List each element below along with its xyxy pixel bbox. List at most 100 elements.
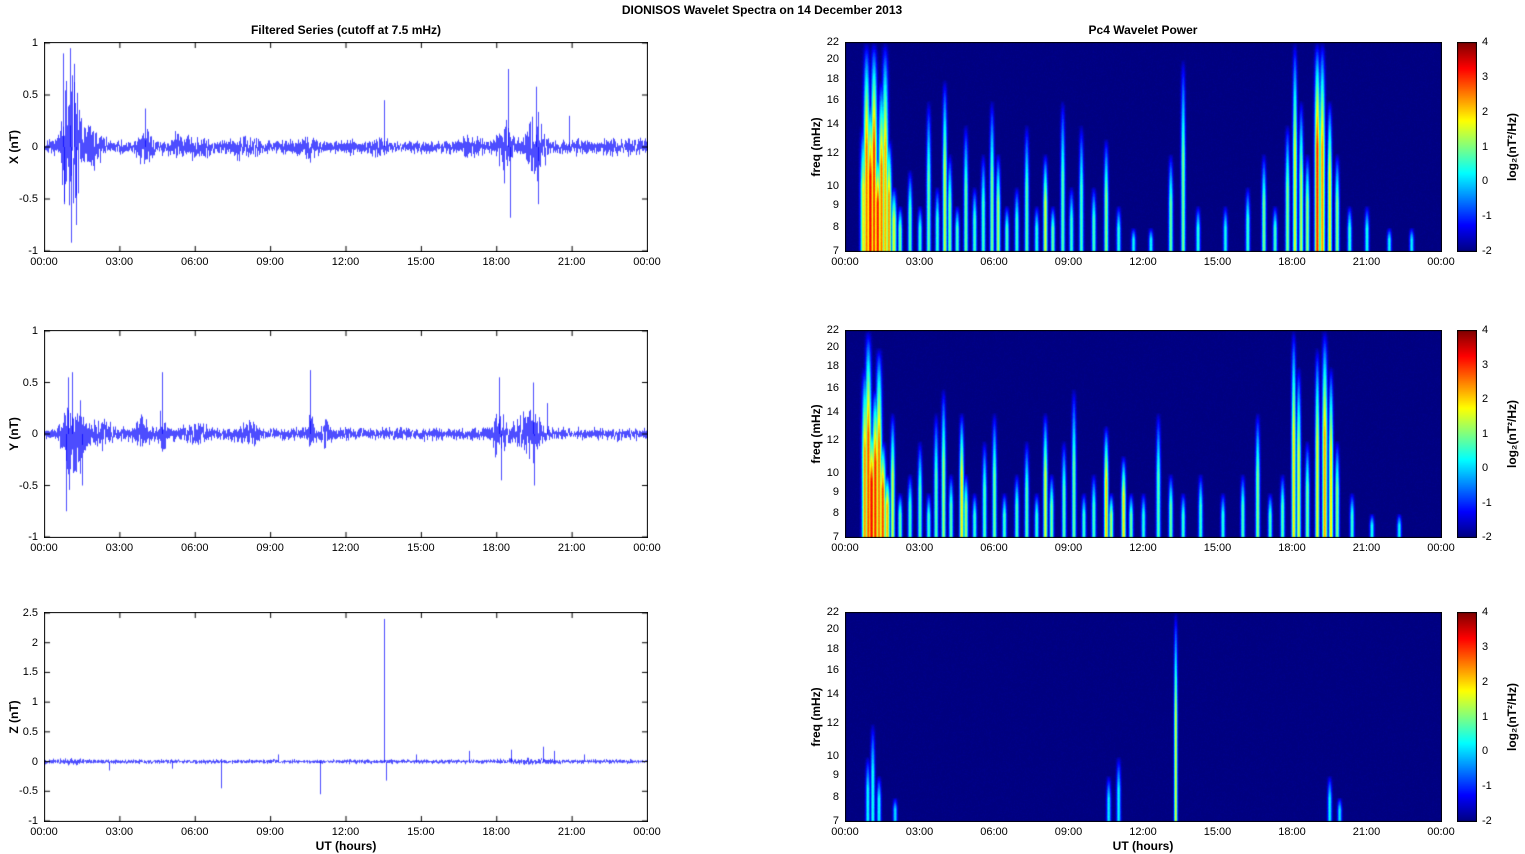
tick-label: 21:00 [1352,826,1381,838]
tick-label: 22 [826,606,839,618]
tick-label: 3 [1482,640,1489,653]
tick-label: 09:00 [1054,542,1083,554]
tick-label: 00:00 [30,542,58,554]
xlabel-right: UT (hours) [1112,839,1174,853]
tick-label: 18 [826,360,839,373]
y-wavelet-spectrogram [845,330,1442,538]
tick-label: 14 [826,688,839,701]
tick-label: 00:00 [30,256,58,268]
tick-label: 12 [826,716,839,729]
tick-label: 9 [832,199,839,212]
tick-label: -0.5 [19,785,38,798]
tick-label: 4 [1482,606,1489,618]
colorbar-label-1: log₂(nT²/Hz) [1505,113,1519,181]
tick-label: 1 [1482,427,1489,440]
tick-label: 4 [1482,36,1489,48]
tick-label: 2 [31,636,38,649]
tick-label: 18:00 [1278,542,1306,554]
tick-label: 16 [826,664,839,677]
tick-label: 15:00 [1203,542,1232,554]
tick-label: 15:00 [407,542,435,554]
tick-label: -1 [1482,210,1492,223]
freq-ylabel-1: freq (mHz) [809,117,823,177]
tick-label: 09:00 [1054,256,1083,268]
tick-label: 12 [826,433,839,446]
tick-label: 00:00 [831,256,859,268]
tick-label: 10 [826,749,839,762]
tick-label: 21:00 [557,256,586,268]
tick-label: 09:00 [256,826,284,838]
tick-label: 7 [832,815,839,827]
tick-label: 7 [832,531,839,543]
tick-label: 0 [31,428,38,440]
tick-label: 20 [826,53,839,66]
tick-label: 12:00 [331,826,360,838]
tick-label: 3 [1482,70,1489,83]
tick-label: 18:00 [482,256,511,268]
tick-label: 0 [1482,462,1489,474]
tick-label: 3 [1482,358,1489,371]
tick-label: 18 [826,72,839,85]
tick-label: -0.5 [19,193,38,205]
tick-label: 00:00 [1427,542,1455,554]
tick-label: 15:00 [1203,256,1232,268]
tick-label: 12:00 [1129,542,1157,554]
tick-label: 21:00 [557,542,586,554]
tick-label: 21:00 [1352,542,1381,554]
tick-label: 12:00 [1129,256,1157,268]
tick-label: 0 [31,755,38,768]
tick-label: 09:00 [256,256,284,268]
x-series-plot [44,42,648,252]
tick-label: 00:00 [1427,826,1455,838]
tick-label: 20 [826,341,839,354]
tick-label: 03:00 [905,256,934,268]
tick-label: 00:00 [633,256,661,268]
tick-label: 10 [826,466,839,479]
colorbar-label-2: log₂(nT²/Hz) [1505,400,1519,468]
tick-label: 0 [1482,175,1489,188]
tick-label: 15:00 [407,826,435,838]
tick-label: 03:00 [905,826,934,838]
tick-label: -1 [28,245,38,257]
tick-label: 1 [31,325,38,337]
tick-label: 1 [1482,710,1489,723]
tick-label: 8 [832,220,839,233]
tick-label: 2 [1482,393,1489,405]
tick-label: 20 [826,623,839,636]
x-wavelet-spectrogram [845,42,1442,252]
y-series-ylabel: Y (nT) [7,417,21,451]
tick-label: 00:00 [633,826,661,838]
tick-label: 14 [826,118,839,131]
tick-label: 16 [826,381,839,394]
tick-label: 06:00 [980,256,1008,268]
colorbar-1 [1457,42,1477,252]
tick-label: -1 [1482,780,1492,793]
tick-label: 06:00 [180,542,209,554]
tick-label: 8 [832,790,839,803]
tick-label: 06:00 [180,256,209,268]
tick-label: 21:00 [1352,256,1381,268]
tick-label: 12 [826,146,839,159]
tick-label: 18 [826,642,839,655]
freq-ylabel-3: freq (mHz) [809,687,823,747]
tick-label: 0.5 [22,725,38,738]
tick-label: 8 [832,506,839,519]
tick-label: 15:00 [1203,826,1232,838]
freq-ylabel-2: freq (mHz) [809,404,823,464]
z-series-ylabel: Z (nT) [7,700,21,734]
tick-label: 21:00 [557,826,586,838]
xlabel-left: UT (hours) [315,839,377,853]
tick-label: 00:00 [1427,256,1455,268]
tick-label: 00:00 [831,826,859,838]
colorbar-2 [1457,330,1477,538]
tick-label: 4 [1482,324,1489,336]
left-column-title: Filtered Series (cutoff at 7.5 mHz) [250,23,442,37]
tick-label: 09:00 [256,542,284,554]
tick-label: 18:00 [482,826,511,838]
tick-label: 00:00 [633,542,661,554]
tick-label: -2 [1482,815,1492,827]
tick-label: 18:00 [482,542,511,554]
tick-label: 0.5 [22,376,38,389]
tick-label: 7 [832,245,839,257]
